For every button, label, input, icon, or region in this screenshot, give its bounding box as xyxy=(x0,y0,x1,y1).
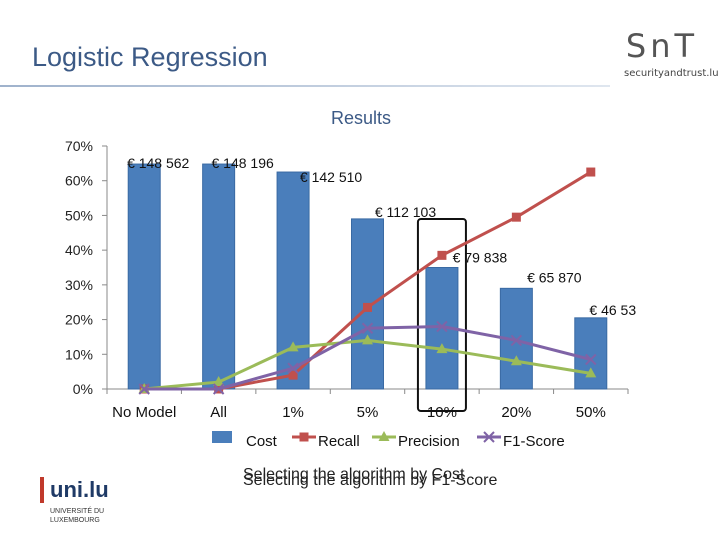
uni-logo-text-1: UNIVERSITÉ DU xyxy=(50,506,104,515)
highlight-box xyxy=(416,218,467,412)
y-tick-label: 0% xyxy=(73,381,93,397)
cost-data-label: € 46 53 xyxy=(589,302,636,318)
x-tick-label: 1% xyxy=(282,404,304,421)
chart-title: Results xyxy=(331,108,391,128)
f1-score-point xyxy=(212,383,225,395)
y-tick-label: 20% xyxy=(65,312,93,328)
legend-label-f1-score: F1-Score xyxy=(503,433,565,450)
recall-point xyxy=(586,167,596,177)
precision-point xyxy=(287,341,299,352)
x-tick-label: 10% xyxy=(427,404,457,421)
f1-score-point xyxy=(510,334,523,347)
snt-logo-text: securityandtrust.lu xyxy=(624,68,719,79)
recall-point xyxy=(511,212,521,222)
x-tick-label: 50% xyxy=(576,404,606,421)
legend-swatch-cost xyxy=(212,431,232,443)
y-tick-label: 50% xyxy=(65,207,93,223)
legend-label-recall: Recall xyxy=(318,433,360,450)
precision-point xyxy=(436,343,448,354)
marker-stroke xyxy=(510,334,523,347)
y-tick-label: 10% xyxy=(65,346,93,362)
y-tick-label: 40% xyxy=(65,242,93,258)
cost-bar xyxy=(127,163,161,390)
f1-score-point xyxy=(436,320,448,333)
uni-logo-bar xyxy=(40,477,44,503)
legend-label-precision: Precision xyxy=(398,433,460,450)
legend-marker-recall xyxy=(299,432,309,442)
marker-stroke xyxy=(361,322,374,334)
recall-point xyxy=(437,250,447,260)
f1-score-point xyxy=(138,383,150,395)
x-tick-label: No Model xyxy=(112,404,176,421)
f1-score-point xyxy=(361,322,374,334)
caption-f1: Selecting the algorithm by F1-Score xyxy=(243,472,498,489)
y-tick-label: 70% xyxy=(65,138,93,154)
cost-data-label: € 142 510 xyxy=(300,169,362,185)
legend-marker-precision xyxy=(378,431,390,441)
recall-point xyxy=(363,302,372,312)
cost-bar xyxy=(276,171,310,390)
precision-point xyxy=(213,376,225,387)
precision-point xyxy=(362,334,373,345)
cost-data-label: € 79 838 xyxy=(453,250,508,266)
cost-data-label: € 148 562 xyxy=(127,155,189,171)
legend-label-cost: Cost xyxy=(246,433,278,450)
uni-logo-text-2: LUXEMBOURG xyxy=(50,517,100,524)
x-tick-label: All xyxy=(210,404,227,421)
title-divider xyxy=(0,85,610,87)
precision-point xyxy=(510,355,522,366)
snt-logo: SnT securityandtrust.lu xyxy=(624,27,719,92)
marker-stroke xyxy=(212,383,225,395)
cost-data-label: € 65 870 xyxy=(527,269,582,285)
f1-score-point xyxy=(287,362,299,374)
marker-stroke xyxy=(483,431,495,443)
university-logo: uni.lu UNIVERSITÉ DU LUXEMBOURG xyxy=(40,477,109,524)
slide-title: Logistic Regression xyxy=(32,42,268,72)
marker-stroke xyxy=(287,362,299,374)
cost-data-label: € 112 103 xyxy=(375,204,436,220)
cost-bar xyxy=(574,317,608,390)
f1-score-point xyxy=(585,353,597,366)
caption-cost: Selecting the algorithm by Cost xyxy=(243,466,465,483)
y-tick-label: 60% xyxy=(65,173,93,189)
x-tick-label: 5% xyxy=(357,404,379,421)
uni-logo-mark: uni.lu xyxy=(50,477,109,502)
snt-logo-mark: SnT xyxy=(625,27,699,65)
cost-data-label: € 148 196 xyxy=(211,155,273,171)
y-tick-label: 30% xyxy=(65,277,93,293)
legend-marker-f1-score xyxy=(483,431,495,443)
recall-point xyxy=(288,370,298,380)
marker-stroke xyxy=(585,353,597,366)
precision-point xyxy=(585,367,597,378)
x-tick-label: 20% xyxy=(501,404,531,421)
marker-stroke xyxy=(436,320,448,333)
cost-bar xyxy=(202,163,236,390)
marker-stroke xyxy=(138,383,150,395)
